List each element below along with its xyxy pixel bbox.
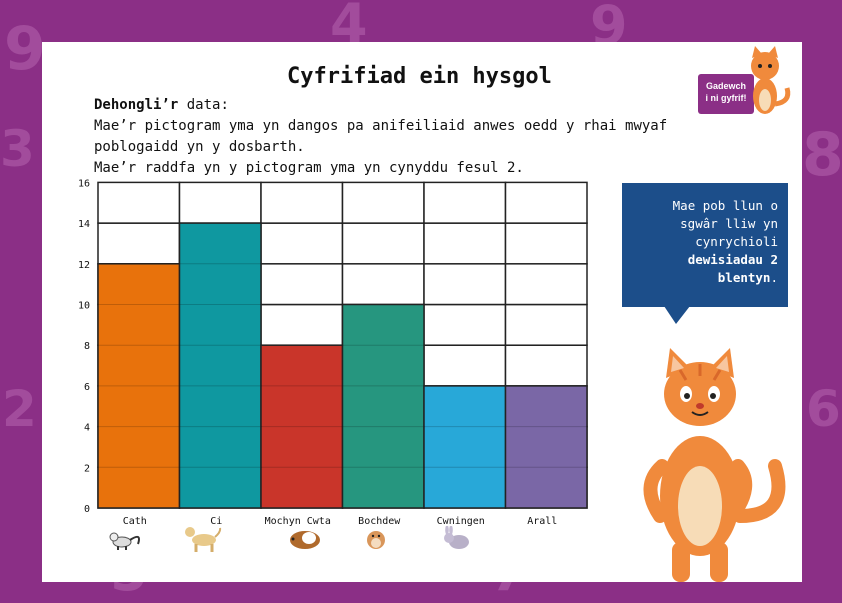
grid-cell <box>260 181 344 224</box>
grid-cell <box>260 303 344 346</box>
intro-lead-rest: data: <box>178 97 229 113</box>
grid-cell <box>504 222 588 265</box>
bar-cath <box>97 263 181 509</box>
grid-cell <box>504 263 588 306</box>
x-tick-label: Cath <box>123 516 147 527</box>
intro-text: Dehongli’r data: Mae’r pictogram yma yn … <box>94 95 714 179</box>
y-tick-label: 16 <box>78 178 90 189</box>
grid-cell <box>504 303 588 346</box>
page-title: Cyfrifiad ein hysgol <box>287 64 552 89</box>
info-box-tail <box>664 306 690 324</box>
bar-bochdew <box>341 303 425 509</box>
cartoon-cat-small-icon <box>751 46 791 114</box>
grid-cell <box>423 181 507 224</box>
grid-cell <box>97 222 181 265</box>
grid-cell <box>504 344 588 387</box>
x-tick-label: Cwningen <box>437 516 485 527</box>
y-tick-label: 12 <box>78 260 90 271</box>
lets-count-badge: Gadewch i ni gyfrif! <box>698 74 754 114</box>
grid-cell <box>423 263 507 306</box>
hamster-icon <box>367 531 385 549</box>
grid-cell <box>178 181 262 224</box>
info-end: . <box>770 270 778 285</box>
intro-lead: Dehongli’r <box>94 97 179 113</box>
x-tick-label: Ci <box>210 516 222 527</box>
rabbit-icon <box>444 526 469 549</box>
bar-mochyn-cwta <box>260 344 344 509</box>
grid-cell <box>260 222 344 265</box>
badge-line-1: Gadewch <box>705 81 746 91</box>
y-tick-label: 0 <box>84 504 90 515</box>
x-tick-label: Bochdew <box>358 516 401 527</box>
badge-line-2: i ni gyfrif! <box>705 93 747 103</box>
y-tick-label: 4 <box>84 423 90 434</box>
info-box: Mae pob llun o sgwâr lliw yn cynrychioli… <box>622 183 788 307</box>
info-text: Mae pob llun o sgwâr lliw yn cynrychioli <box>672 198 778 249</box>
grid-cell <box>504 181 588 224</box>
y-tick-label: 6 <box>84 382 90 393</box>
x-tick-label: Mochyn Cwta <box>265 516 331 527</box>
bar-arall <box>504 385 588 509</box>
grid-cell <box>423 344 507 387</box>
dog-icon <box>185 527 222 552</box>
grid-cell <box>97 181 181 224</box>
cartoon-cat-icon <box>643 348 786 582</box>
grid-cell <box>341 222 425 265</box>
grid-cell <box>260 263 344 306</box>
bar-cwningen <box>423 385 507 509</box>
y-tick-label: 14 <box>78 219 90 230</box>
intro-line-2: Mae’r raddfa yn y pictogram yma yn cynyd… <box>94 160 524 176</box>
grid-cell <box>423 222 507 265</box>
bar-ci <box>178 222 262 509</box>
cat-icon <box>109 532 140 550</box>
y-tick-label: 10 <box>78 301 90 312</box>
guinea-pig-icon <box>290 531 320 549</box>
grid-cell <box>423 303 507 346</box>
grid-cell <box>341 181 425 224</box>
x-tick-label: Arall <box>527 516 557 527</box>
info-bold: dewisiadau 2 blentyn <box>687 252 778 285</box>
grid-cell <box>341 263 425 306</box>
y-tick-label: 8 <box>84 341 90 352</box>
intro-line-1: Mae’r pictogram yma yn dangos pa anifeil… <box>94 118 668 155</box>
y-tick-label: 2 <box>84 463 90 474</box>
